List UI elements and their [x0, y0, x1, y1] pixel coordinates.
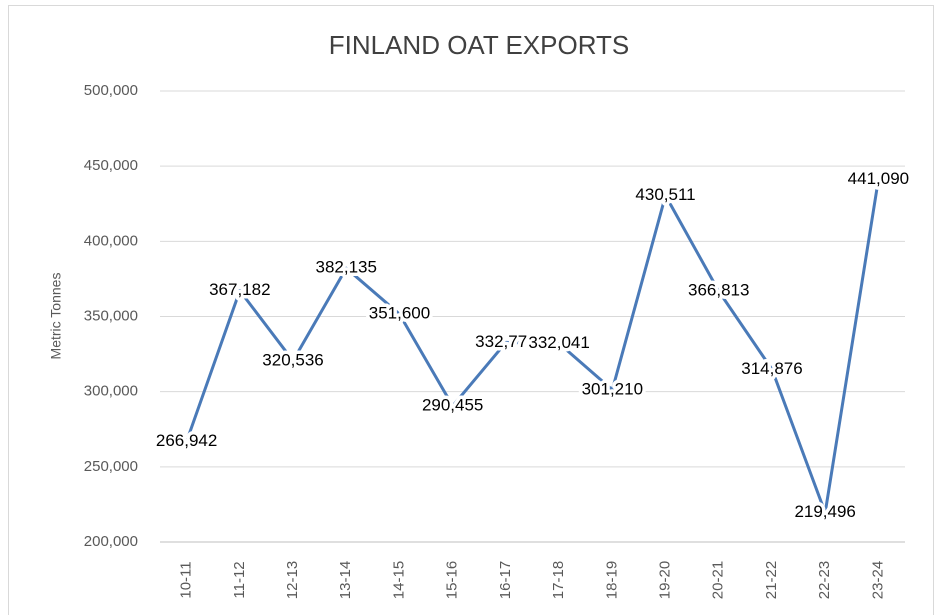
x-tick-label: 16-17 [497, 561, 514, 599]
x-tick-label: 21-22 [763, 561, 780, 599]
data-label: 314,876 [741, 359, 802, 378]
data-label: 332,041 [528, 333, 589, 352]
x-tick-label: 20-21 [710, 561, 727, 599]
data-label: 366,813 [688, 281, 749, 300]
data-label: 301,210 [582, 379, 643, 398]
y-axis-label: Metric Tonnes [48, 273, 64, 360]
x-tick-label: 12-13 [284, 561, 301, 599]
data-label: 219,496 [794, 502, 855, 521]
data-label: 332,771 [475, 332, 536, 351]
x-tick-label: 15-16 [444, 561, 461, 599]
data-label: 290,455 [422, 396, 483, 415]
data-label: 351,600 [369, 304, 430, 323]
x-tick-label: 17-18 [550, 561, 567, 599]
x-tick-label: 23-24 [869, 561, 886, 599]
x-tick-label: 10-11 [178, 561, 195, 598]
y-tick-label: 200,000 [84, 533, 138, 550]
y-tick-label: 250,000 [84, 458, 138, 475]
x-tick-label: 18-19 [603, 561, 620, 599]
data-line [185, 179, 880, 515]
y-tick-label: 400,000 [84, 232, 138, 249]
data-label: 441,090 [848, 169, 909, 188]
x-tick-label: 14-15 [390, 561, 407, 599]
x-tick-label: 13-14 [337, 561, 354, 599]
y-tick-label: 500,000 [84, 82, 138, 99]
x-tick-label: 11-12 [231, 561, 248, 598]
data-label: 430,511 [635, 185, 695, 204]
data-label: 382,135 [316, 258, 377, 277]
y-tick-label: 300,000 [84, 383, 138, 400]
chart-title: FINLAND OAT EXPORTS [329, 30, 630, 60]
x-tick-label: 19-20 [657, 561, 674, 599]
y-tick-label: 350,000 [84, 307, 138, 324]
y-tick-label: 450,000 [84, 157, 138, 174]
data-label: 367,182 [209, 280, 270, 299]
data-label: 266,942 [156, 431, 217, 450]
x-tick-label: 22-23 [816, 561, 833, 599]
chart-frame [8, 5, 934, 615]
data-label: 320,536 [262, 350, 323, 369]
